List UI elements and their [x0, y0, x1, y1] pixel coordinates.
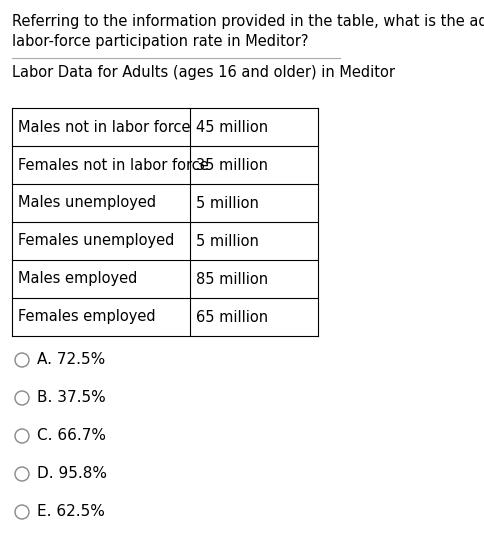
Text: Referring to the information provided in the table, what is the adult: Referring to the information provided in… — [12, 14, 484, 29]
Text: Females unemployed: Females unemployed — [18, 234, 174, 249]
Text: Females not in labor force: Females not in labor force — [18, 157, 208, 172]
Text: Labor Data for Adults (ages 16 and older) in Meditor: Labor Data for Adults (ages 16 and older… — [12, 65, 394, 80]
Text: 85 million: 85 million — [196, 272, 268, 287]
Text: Males employed: Males employed — [18, 272, 137, 287]
Text: D. 95.8%: D. 95.8% — [37, 466, 107, 482]
Text: C. 66.7%: C. 66.7% — [37, 428, 106, 444]
Text: E. 62.5%: E. 62.5% — [37, 505, 105, 520]
Text: 45 million: 45 million — [196, 119, 268, 134]
Text: Females employed: Females employed — [18, 310, 155, 324]
Text: A. 72.5%: A. 72.5% — [37, 352, 105, 367]
Text: labor-force participation rate in Meditor?: labor-force participation rate in Medito… — [12, 34, 308, 49]
Text: 65 million: 65 million — [196, 310, 268, 324]
Text: Males not in labor force: Males not in labor force — [18, 119, 190, 134]
Text: 5 million: 5 million — [196, 234, 258, 249]
Text: B. 37.5%: B. 37.5% — [37, 390, 106, 405]
Text: 35 million: 35 million — [196, 157, 268, 172]
Text: Males unemployed: Males unemployed — [18, 195, 156, 211]
Text: 5 million: 5 million — [196, 195, 258, 211]
